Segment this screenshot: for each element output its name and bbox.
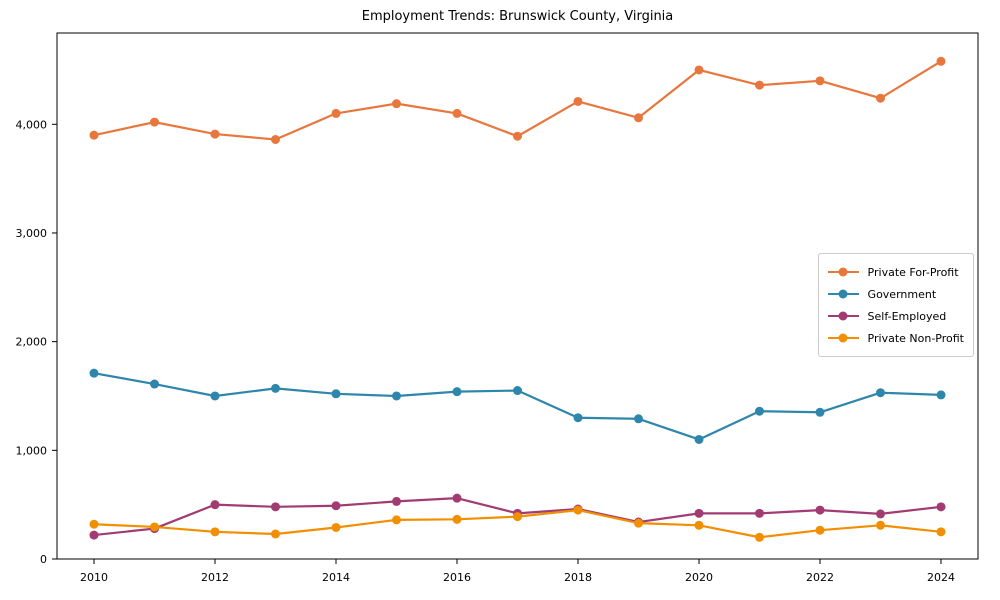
- data-point-marker: [392, 515, 401, 525]
- y-tick-label: 0: [40, 553, 47, 566]
- legend-label: Self-Employed: [867, 309, 947, 323]
- legend-label: Private For-Profit: [867, 265, 959, 279]
- data-point-marker: [634, 414, 643, 424]
- data-point-marker: [936, 527, 946, 537]
- data-point-marker: [936, 502, 946, 512]
- x-tick-label: 2024: [927, 571, 955, 584]
- data-point-marker: [573, 413, 583, 423]
- data-point-marker: [815, 76, 825, 86]
- data-point-marker: [452, 514, 462, 524]
- data-point-marker: [694, 520, 704, 530]
- data-point-marker: [876, 509, 885, 519]
- data-point-marker: [573, 505, 583, 515]
- data-point-marker: [89, 368, 99, 378]
- data-point-marker: [876, 388, 885, 398]
- data-point-marker: [392, 391, 401, 401]
- data-point-marker: [452, 108, 462, 118]
- legend-marker-icon: [827, 311, 859, 322]
- data-point-marker: [876, 520, 885, 530]
- data-point-marker: [331, 501, 341, 511]
- plot-border: [56, 32, 979, 560]
- data-point-marker: [573, 96, 583, 106]
- data-point-marker: [876, 93, 885, 103]
- data-point-marker: [271, 383, 280, 393]
- data-point-marker: [755, 80, 764, 90]
- data-point-marker: [210, 527, 220, 537]
- data-point-marker: [452, 493, 462, 503]
- data-point-marker: [513, 512, 522, 522]
- data-point-marker: [755, 532, 764, 542]
- data-point-marker: [634, 113, 643, 123]
- data-point-marker: [694, 508, 704, 518]
- x-tick-label: 2018: [564, 571, 592, 584]
- x-tick-label: 2022: [806, 571, 834, 584]
- data-point-marker: [150, 117, 159, 127]
- data-point-marker: [755, 508, 764, 518]
- legend-label: Private Non-Profit: [867, 331, 964, 345]
- data-point-marker: [936, 56, 946, 66]
- legend-marker-icon: [827, 267, 859, 278]
- legend-item: Private For-Profit: [827, 261, 964, 283]
- data-point-marker: [210, 129, 220, 139]
- legend-marker-icon: [827, 289, 859, 300]
- legend-item: Private Non-Profit: [827, 327, 964, 349]
- y-tick-label: 1,000: [16, 444, 48, 457]
- data-point-marker: [694, 65, 704, 75]
- x-tick-label: 2014: [322, 571, 350, 584]
- data-point-marker: [755, 406, 764, 416]
- series-line: [93, 372, 942, 441]
- x-tick-label: 2020: [685, 571, 713, 584]
- data-point-marker: [331, 522, 341, 532]
- data-point-marker: [936, 390, 946, 400]
- data-point-marker: [513, 386, 522, 396]
- x-tick-label: 2010: [80, 571, 108, 584]
- y-tick-label: 4,000: [16, 118, 48, 131]
- data-point-marker: [392, 496, 401, 506]
- data-point-marker: [89, 519, 99, 529]
- x-tick-label: 2012: [201, 571, 229, 584]
- data-point-marker: [634, 518, 643, 528]
- series-line: [93, 60, 942, 141]
- data-point-marker: [89, 130, 99, 140]
- data-point-marker: [815, 407, 825, 417]
- data-point-marker: [271, 135, 280, 145]
- data-point-marker: [331, 108, 341, 118]
- data-point-marker: [815, 505, 825, 515]
- y-tick-label: 2,000: [16, 336, 48, 349]
- legend-marker-icon: [827, 333, 859, 344]
- legend-label: Government: [867, 287, 937, 301]
- data-point-marker: [210, 500, 220, 510]
- data-point-marker: [513, 131, 522, 141]
- chart-title: Employment Trends: Brunswick County, Vir…: [361, 9, 674, 24]
- data-point-marker: [392, 99, 401, 109]
- data-point-marker: [210, 391, 220, 401]
- data-point-marker: [150, 379, 159, 389]
- data-point-marker: [271, 529, 280, 539]
- y-tick-label: 3,000: [16, 227, 48, 240]
- data-point-marker: [271, 502, 280, 512]
- data-point-marker: [815, 525, 825, 535]
- data-point-marker: [452, 387, 462, 397]
- legend-item: Self-Employed: [827, 305, 964, 327]
- legend: Private For-Profit Government Self-Employe…: [817, 253, 974, 357]
- x-tick-label: 2016: [443, 571, 471, 584]
- legend-item: Government: [827, 283, 964, 305]
- data-point-marker: [150, 522, 159, 532]
- data-point-marker: [694, 434, 704, 444]
- data-point-marker: [89, 530, 99, 540]
- data-point-marker: [331, 389, 341, 399]
